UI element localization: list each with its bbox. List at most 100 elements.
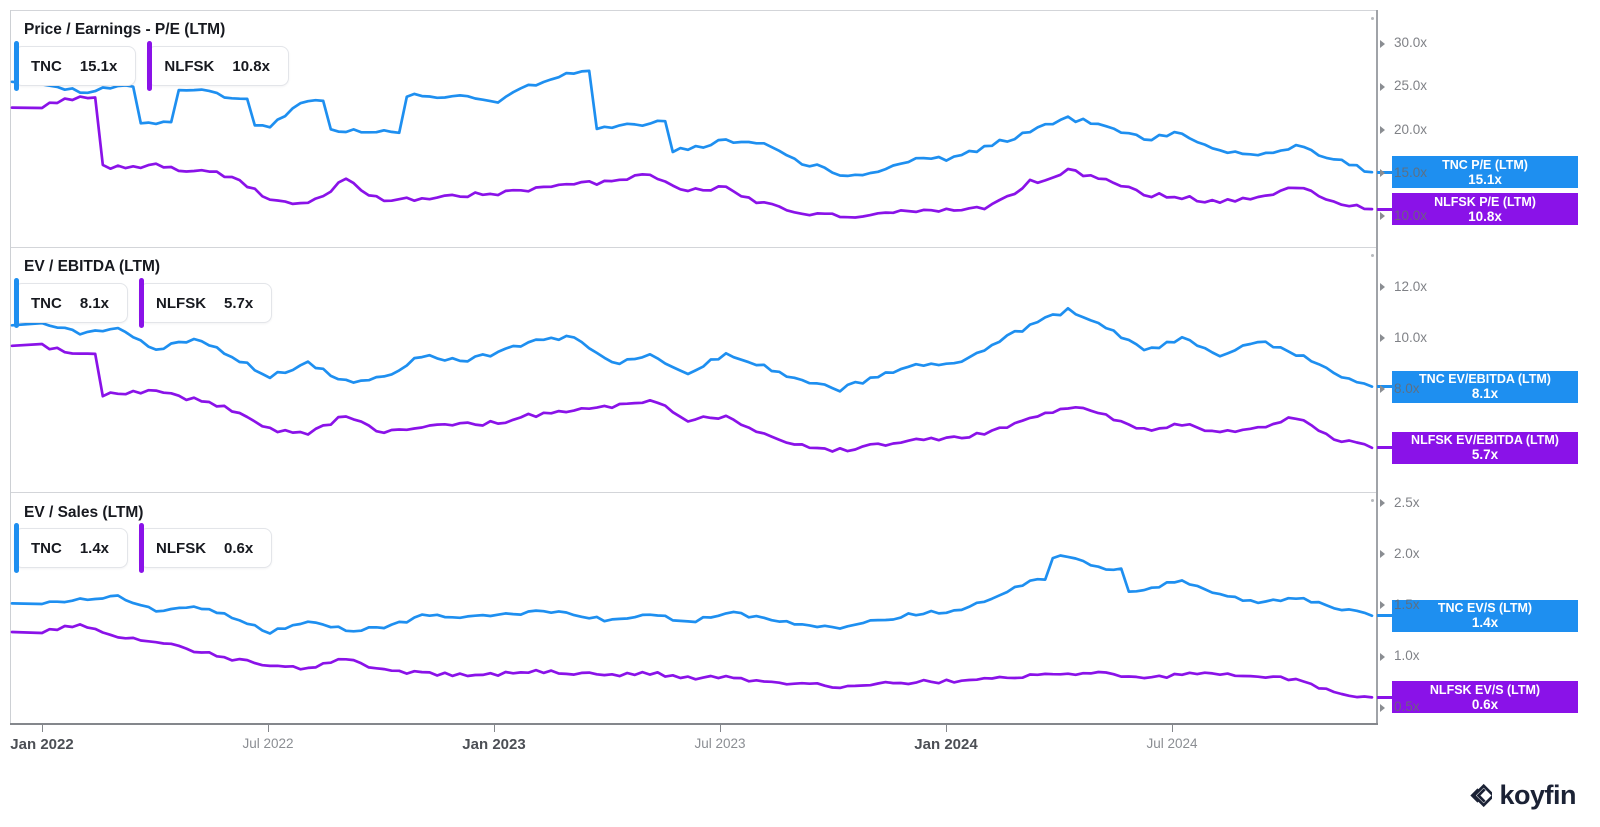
x-tick-mark	[494, 725, 495, 732]
y-tick-arrow-icon	[1380, 126, 1385, 134]
legend-ticker: TNC	[31, 57, 62, 75]
y-tick-label: 2.0x	[1394, 545, 1420, 561]
panel3-legend: TNC 1.4x NLFSK 0.6x	[14, 523, 273, 573]
x-tick-label: Jan 2022	[10, 736, 74, 753]
series-line-nlfsk-ev-ebitda-ltm-	[10, 342, 1374, 453]
y-tick-arrow-icon	[1380, 39, 1385, 48]
axis-handle-dot	[1371, 254, 1374, 257]
badge-value: 1.4x	[1471, 615, 1499, 631]
legend-chip-nlfsk-pe[interactable]: NLFSK 10.8x	[147, 41, 289, 91]
badge-value: 8.1x	[1471, 386, 1499, 402]
series-line-nlfsk-p-e-ltm-	[10, 95, 1374, 219]
axis-handle-dot	[1371, 17, 1374, 20]
plot-border-top	[10, 10, 1376, 11]
badge-connector	[1377, 695, 1392, 699]
legend-ticker: NLFSK	[156, 294, 207, 312]
last-value-badge-nlfsk-pe[interactable]: NLFSK P/E (LTM) 10.8x	[1392, 193, 1578, 226]
y-tick-arrow-icon	[1380, 385, 1385, 394]
y-tick-arrow-icon	[1380, 283, 1385, 292]
y-tick-label: 1.5x	[1394, 596, 1420, 612]
badge-label: TNC EV/EBITDA (LTM)	[1419, 372, 1551, 387]
series-line-nlfsk-ev-s-ltm-	[10, 623, 1374, 699]
series-line-tnc-p-e-ltm-	[10, 69, 1374, 178]
panel2-title: EV / EBITDA (LTM)	[24, 258, 161, 275]
legend-chip-tnc-pe[interactable]: TNC 15.1x	[14, 41, 137, 91]
y-tick-label: 25.0x	[1394, 78, 1428, 94]
legend-value: 15.1x	[79, 57, 118, 75]
y-tick-label: 0.5x	[1394, 699, 1420, 715]
legend-ticker: NLFSK	[156, 539, 207, 557]
tnc-color-bar-icon	[14, 41, 19, 91]
legend-chip-nlfsk-evs[interactable]: NLFSK 0.6x	[139, 523, 273, 573]
y-tick-label: 1.0x	[1394, 648, 1420, 664]
panel3-title: EV / Sales (LTM)	[24, 504, 144, 521]
x-tick-label: Jan 2024	[914, 736, 978, 753]
legend-value: 5.7x	[224, 294, 254, 312]
x-tick-label: Jul 2024	[1146, 736, 1198, 751]
badge-connector	[1377, 207, 1392, 211]
x-tick-mark	[946, 725, 947, 732]
y-tick-arrow-icon	[1380, 82, 1385, 91]
last-value-badge-nlfsk-evebitda[interactable]: NLFSK EV/EBITDA (LTM) 5.7x	[1392, 431, 1578, 464]
x-tick-mark	[42, 725, 43, 732]
chart-lines	[10, 69, 1374, 699]
last-value-badge-tnc-evebitda[interactable]: TNC EV/EBITDA (LTM) 8.1x	[1392, 370, 1578, 403]
y-tick-arrow-icon	[1380, 499, 1385, 508]
last-value-badge-nlfsk-evs[interactable]: NLFSK EV/S (LTM) 0.6x	[1392, 681, 1578, 714]
legend-value: 8.1x	[79, 294, 110, 312]
legend-chip-tnc-evebitda[interactable]: TNC 8.1x	[14, 278, 129, 328]
nlfsk-color-bar-icon	[139, 523, 145, 573]
y-tick-label: 2.5x	[1394, 494, 1420, 510]
legend-chip-tnc-evs[interactable]: TNC 1.4x	[14, 523, 129, 573]
panel1-legend: TNC 15.1x NLFSK 10.8x	[14, 41, 289, 91]
tnc-color-bar-icon	[14, 523, 19, 573]
panel2-legend: TNC 8.1x NLFSK 5.7x	[14, 278, 273, 328]
legend-value: 1.4x	[79, 539, 110, 557]
y-tick-arrow-icon	[1380, 212, 1385, 221]
y-tick-label: 8.0x	[1394, 380, 1420, 396]
y-axis-line	[1376, 10, 1378, 724]
badge-connector	[1377, 614, 1392, 618]
legend-value: 0.6x	[224, 539, 254, 557]
x-tick-label: Jul 2022	[242, 736, 294, 751]
last-value-badge-tnc-pe[interactable]: TNC P/E (LTM) 15.1x	[1392, 156, 1578, 189]
y-tick-arrow-icon	[1380, 334, 1385, 343]
koyfin-logo: koyfin	[1465, 780, 1576, 811]
badge-label: TNC EV/S (LTM)	[1437, 601, 1533, 616]
panel-separator-1	[10, 247, 1376, 248]
legend-chip-nlfsk-evebitda[interactable]: NLFSK 5.7x	[139, 278, 273, 328]
plot-border-left	[10, 10, 11, 723]
x-axis-line	[10, 723, 1378, 725]
y-tick-arrow-icon	[1380, 652, 1385, 661]
badge-label: NLFSK EV/S (LTM)	[1429, 682, 1541, 697]
badge-value: 10.8x	[1468, 208, 1502, 224]
y-tick-arrow-icon	[1380, 550, 1385, 559]
nlfsk-color-bar-icon	[139, 278, 145, 328]
badge-value: 0.6x	[1471, 696, 1499, 712]
nlfsk-color-bar-icon	[147, 41, 153, 91]
panel-separator-2	[10, 492, 1376, 493]
x-tick-mark	[268, 725, 269, 732]
legend-ticker: TNC	[31, 294, 62, 312]
y-tick-label: 30.0x	[1394, 35, 1428, 51]
y-tick-label: 12.0x	[1394, 278, 1428, 294]
legend-ticker: NLFSK	[164, 57, 215, 75]
badge-value: 15.1x	[1468, 171, 1502, 187]
badge-connector	[1377, 446, 1392, 450]
badge-label: TNC P/E (LTM)	[1442, 157, 1528, 172]
badge-label: NLFSK P/E (LTM)	[1434, 194, 1536, 209]
x-tick-label: Jan 2023	[462, 736, 526, 753]
badge-label: NLFSK EV/EBITDA (LTM)	[1411, 433, 1559, 448]
badge-value: 5.7x	[1471, 447, 1499, 463]
last-value-badge-tnc-evs[interactable]: TNC EV/S (LTM) 1.4x	[1392, 599, 1578, 632]
y-tick-label: 15.0x	[1394, 164, 1428, 180]
y-tick-arrow-icon	[1380, 601, 1385, 610]
y-tick-arrow-icon	[1380, 703, 1385, 712]
x-tick-mark	[1172, 725, 1173, 732]
legend-value: 10.8x	[232, 57, 270, 75]
y-tick-label: 10.0x	[1394, 329, 1428, 345]
panel1-title: Price / Earnings - P/E (LTM)	[24, 21, 226, 38]
koyfin-logo-icon	[1470, 783, 1493, 808]
y-tick-label: 20.0x	[1394, 121, 1428, 137]
